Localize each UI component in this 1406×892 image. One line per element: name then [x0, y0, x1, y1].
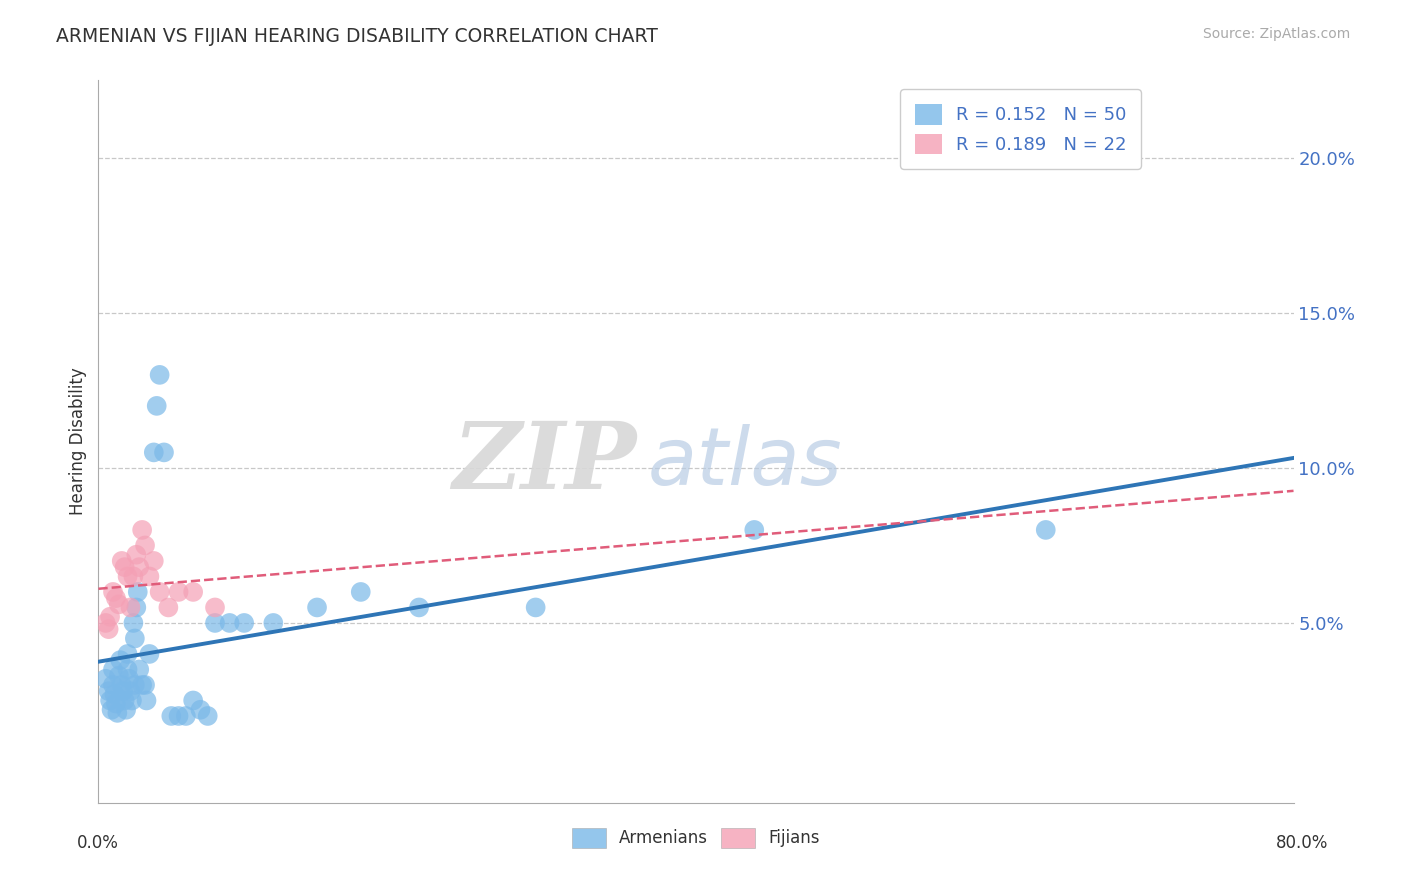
Point	[122, 615, 145, 630]
Point	[97, 684, 120, 698]
Point	[94, 672, 117, 686]
Point	[174, 709, 197, 723]
Point	[94, 615, 117, 630]
Text: 0.0%: 0.0%	[77, 834, 120, 852]
Point	[111, 678, 134, 692]
Point	[142, 554, 165, 568]
Point	[101, 585, 124, 599]
Point	[181, 693, 204, 707]
Point	[120, 600, 142, 615]
Point	[124, 632, 146, 646]
Point	[138, 647, 160, 661]
Text: atlas: atlas	[648, 425, 844, 502]
Point	[104, 697, 127, 711]
Point	[204, 615, 226, 630]
Point	[160, 709, 183, 723]
Point	[121, 693, 143, 707]
Point	[145, 399, 167, 413]
Point	[125, 548, 148, 562]
Point	[128, 560, 150, 574]
Point	[103, 687, 125, 701]
Point	[167, 585, 190, 599]
Point	[157, 600, 180, 615]
Point	[110, 653, 132, 667]
Point	[305, 600, 328, 615]
Point	[135, 693, 157, 707]
Point	[114, 693, 136, 707]
Point	[350, 585, 373, 599]
Point	[167, 709, 190, 723]
Point	[131, 523, 153, 537]
Point	[197, 709, 219, 723]
Point	[117, 663, 139, 677]
Point	[1035, 523, 1057, 537]
Point	[124, 678, 146, 692]
Point	[233, 615, 256, 630]
Point	[190, 703, 212, 717]
Point	[742, 523, 765, 537]
Point	[117, 647, 139, 661]
Point	[98, 693, 121, 707]
Text: Source: ZipAtlas.com: Source: ZipAtlas.com	[1202, 27, 1350, 41]
Point	[101, 678, 124, 692]
Point	[108, 668, 131, 682]
Point	[149, 585, 172, 599]
Point	[408, 600, 430, 615]
Point	[149, 368, 172, 382]
Point	[105, 706, 128, 720]
Point	[120, 684, 142, 698]
Point	[100, 703, 122, 717]
Point	[97, 622, 120, 636]
Point	[117, 569, 139, 583]
Point	[134, 678, 156, 692]
Point	[131, 678, 153, 692]
Point	[524, 600, 547, 615]
Point	[262, 615, 284, 630]
Point	[98, 609, 121, 624]
Point	[125, 600, 148, 615]
Point	[218, 615, 240, 630]
Point	[118, 672, 141, 686]
Point	[128, 663, 150, 677]
Point	[181, 585, 204, 599]
Point	[134, 538, 156, 552]
Point	[138, 569, 160, 583]
Text: ARMENIAN VS FIJIAN HEARING DISABILITY CORRELATION CHART: ARMENIAN VS FIJIAN HEARING DISABILITY CO…	[56, 27, 658, 45]
Point	[153, 445, 176, 459]
Y-axis label: Hearing Disability: Hearing Disability	[69, 368, 87, 516]
Point	[104, 591, 127, 606]
Point	[142, 445, 165, 459]
Text: ZIP: ZIP	[451, 418, 637, 508]
Point	[112, 684, 135, 698]
Point	[101, 663, 124, 677]
Legend: Armenians, Fijians: Armenians, Fijians	[564, 820, 828, 856]
Point	[115, 703, 138, 717]
Point	[114, 560, 136, 574]
Point	[122, 569, 145, 583]
Point	[108, 598, 131, 612]
Point	[111, 554, 134, 568]
Point	[127, 585, 149, 599]
Point	[204, 600, 226, 615]
Text: 80.0%: 80.0%	[1277, 834, 1329, 852]
